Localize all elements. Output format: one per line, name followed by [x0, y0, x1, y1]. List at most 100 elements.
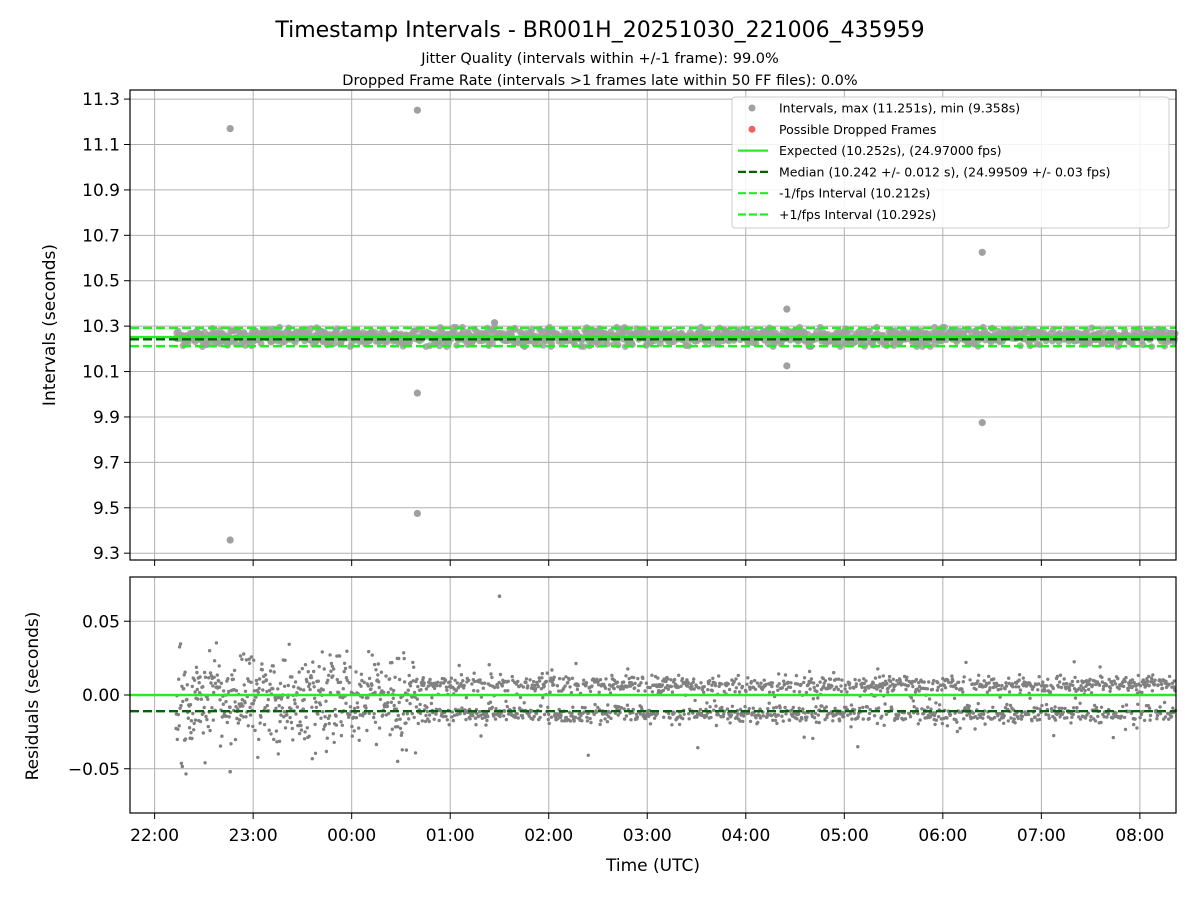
residual-point: [190, 684, 194, 689]
interval-outlier-point: [226, 536, 234, 544]
residual-point: [180, 684, 184, 688]
residual-point: [629, 718, 633, 722]
residual-point: [968, 678, 972, 682]
residual-point: [1059, 685, 1064, 690]
residual-point: [977, 673, 981, 677]
residual-point: [854, 684, 858, 689]
residual-point: [895, 679, 899, 683]
residual-point: [857, 706, 862, 710]
residual-point: [1117, 687, 1121, 691]
intervals-y-ticks: 9.3 9.5 9.7 9.9 10.1 10.3 10.5 10.7 10.9 11.1 11.3: [82, 90, 130, 564]
residual-point: [1060, 706, 1064, 710]
residual-point: [752, 678, 757, 683]
residual-point: [817, 720, 821, 725]
residual-point: [804, 718, 808, 722]
residual-point: [1132, 722, 1136, 727]
residual-point: [1101, 687, 1106, 692]
legend-label: -1/fps Interval (10.212s): [779, 186, 930, 201]
residual-point: [725, 707, 730, 711]
residual-point: [1160, 686, 1165, 690]
residual-point: [677, 722, 682, 727]
residual-point: [818, 680, 822, 684]
residual-point: [455, 681, 459, 685]
residual-point: [608, 691, 613, 695]
residual-point: [794, 673, 799, 678]
residual-point: [521, 685, 525, 689]
residual-point: [648, 722, 653, 726]
residual-extreme-point: [497, 594, 502, 598]
residual-point: [177, 724, 181, 728]
residual-point: [686, 681, 690, 685]
residuals-x-tick-label: 22:00: [130, 826, 179, 846]
residual-point: [470, 682, 474, 686]
residual-point: [360, 695, 364, 699]
residual-point: [1078, 701, 1082, 705]
residual-point: [1094, 682, 1098, 687]
residuals-x-tick-label: 05:00: [820, 826, 869, 846]
residual-point: [1047, 716, 1051, 720]
residual-point: [550, 668, 554, 672]
residual-point: [746, 676, 750, 680]
residual-point: [218, 744, 223, 748]
residual-point: [352, 715, 356, 719]
residual-point: [247, 657, 251, 661]
interval-outlier-point: [413, 389, 421, 397]
residual-point: [586, 753, 590, 757]
residual-point: [692, 687, 696, 691]
residual-point: [1167, 674, 1172, 679]
residual-point: [480, 681, 484, 685]
residual-point: [392, 703, 396, 708]
residual-point: [1102, 684, 1106, 689]
residual-point: [927, 697, 932, 701]
residual-point: [880, 714, 884, 718]
residual-point: [179, 761, 184, 765]
residual-point: [305, 679, 309, 684]
residual-point: [695, 715, 699, 719]
residual-point: [666, 677, 670, 681]
residual-point: [267, 728, 271, 732]
residual-point: [1158, 705, 1162, 709]
intervals-plot: 9.3 9.5 9.7 9.9 10.1 10.3 10.5 10.7 10.9 11.1 11.3…: [40, 89, 1179, 566]
residual-point: [215, 673, 219, 677]
residual-point: [379, 670, 384, 674]
residual-point: [1104, 683, 1109, 688]
residual-point: [648, 685, 652, 690]
residual-point: [251, 701, 255, 706]
residual-point: [922, 711, 926, 716]
residual-point: [236, 721, 240, 725]
residual-point: [1065, 716, 1069, 720]
residual-point: [405, 698, 409, 703]
residual-point: [207, 649, 212, 653]
residual-point: [1057, 685, 1061, 689]
residual-point: [585, 715, 589, 719]
residual-point: [1007, 676, 1011, 680]
residual-point: [228, 705, 232, 709]
residual-point: [343, 666, 348, 671]
residual-point: [862, 681, 866, 686]
residual-point: [611, 683, 615, 687]
residual-point: [1130, 678, 1135, 682]
residual-point: [350, 724, 354, 729]
residual-point: [685, 684, 690, 688]
residual-point: [764, 682, 768, 687]
residual-point: [812, 716, 817, 720]
residual-point: [502, 709, 507, 713]
residual-point: [183, 737, 188, 741]
residual-point: [862, 677, 866, 681]
residual-point: [382, 690, 386, 695]
residual-point: [302, 697, 306, 702]
residual-point: [254, 678, 259, 683]
residual-point: [244, 658, 249, 662]
residual-point: [484, 723, 488, 727]
residual-point: [524, 677, 529, 681]
residual-point: [820, 704, 824, 708]
residual-point: [584, 683, 588, 688]
intervals-plot-frame: [129, 89, 1177, 561]
legend-box: [731, 96, 1170, 229]
residual-point: [323, 715, 327, 719]
residual-point: [192, 678, 197, 682]
residual-point: [811, 697, 815, 701]
residual-point: [220, 715, 224, 719]
residual-point: [316, 679, 320, 683]
residual-point: [549, 715, 554, 719]
